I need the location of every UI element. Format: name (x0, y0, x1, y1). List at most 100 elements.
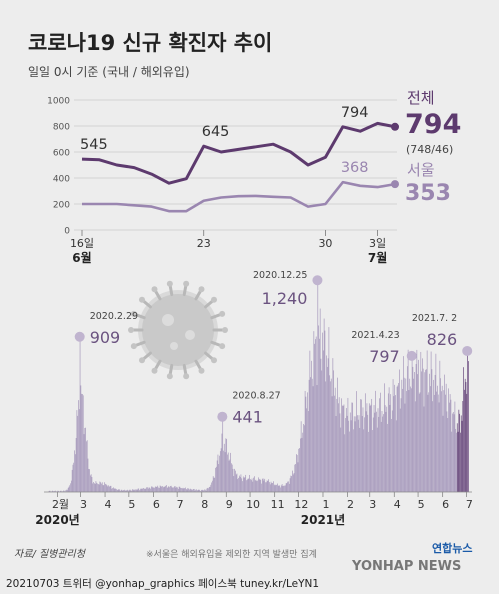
daily-bar (145, 488, 147, 492)
series-line-seoul (82, 180, 396, 213)
daily-bar (467, 350, 468, 492)
daily-bar (86, 440, 88, 492)
daily-bar (109, 485, 111, 492)
top-y-tick-label: 400 (53, 175, 70, 185)
daily-bar (462, 401, 464, 492)
daily-bar (135, 489, 136, 492)
daily-bar (333, 370, 334, 492)
daily-bar (322, 350, 324, 492)
daily-bar (167, 487, 169, 492)
daily-bar (406, 366, 408, 492)
daily-bar (161, 486, 163, 492)
daily-bar (265, 482, 266, 492)
daily-bar (448, 388, 449, 492)
daily-bar (212, 476, 214, 492)
daily-bar (74, 454, 76, 492)
daily-bar (172, 487, 174, 492)
daily-bar (247, 478, 249, 492)
daily-bar (254, 480, 256, 492)
daily-bar (456, 423, 458, 492)
daily-bar (127, 489, 128, 492)
daily-bar (288, 483, 290, 492)
daily-bar (267, 481, 269, 492)
daily-bar (237, 479, 239, 492)
daily-bar (169, 487, 170, 492)
daily-bar (399, 408, 401, 492)
daily-bar (82, 395, 84, 492)
top-chart-x-ticks: 16일 23 30 3일 6월 7월 (70, 230, 387, 265)
daily-bar (330, 381, 331, 492)
daily-bar (346, 415, 348, 492)
daily-bar (309, 350, 311, 492)
daily-bar (115, 488, 117, 492)
daily-bar (269, 484, 271, 492)
daily-bar (178, 486, 180, 492)
daily-bar (420, 351, 422, 492)
daily-bar (255, 479, 257, 492)
top-month-label: 6월 (72, 250, 91, 265)
daily-bar (141, 488, 143, 492)
daily-bar (63, 490, 65, 492)
daily-bar (181, 488, 183, 492)
daily-bar (424, 372, 426, 492)
daily-bar (104, 482, 105, 492)
daily-bar (345, 408, 347, 492)
daily-bar (128, 490, 130, 492)
legend-total-name: 전체 (407, 89, 435, 107)
daily-bar (403, 356, 404, 492)
daily-bar (278, 485, 280, 492)
daily-bar (429, 386, 431, 492)
daily-bar (201, 489, 203, 492)
daily-bar (447, 418, 449, 492)
daily-bar (387, 393, 389, 492)
daily-bar (236, 473, 238, 492)
daily-bar (371, 398, 373, 492)
daily-bar (197, 490, 199, 492)
daily-bar (96, 482, 98, 492)
daily-bar (187, 488, 189, 492)
bottom-year-label: 2021년 (301, 513, 345, 527)
daily-bar (196, 490, 198, 492)
daily-bar (385, 411, 387, 492)
daily-bar (294, 464, 296, 492)
daily-bar (426, 369, 427, 492)
daily-bar (416, 349, 418, 492)
daily-bar (220, 448, 222, 492)
daily-bar (332, 358, 334, 492)
daily-bar (307, 392, 308, 492)
bottom-month-label: 12 (294, 498, 308, 511)
daily-bar (227, 454, 228, 492)
daily-bar (124, 490, 126, 492)
daily-bar (372, 417, 374, 492)
daily-bar (362, 407, 364, 492)
top-chart-legend: 전체 794 (748/46) 서울 353 (405, 89, 461, 206)
daily-bar (415, 364, 417, 492)
daily-bar (425, 369, 426, 492)
legend-total-value: 794 (405, 109, 461, 140)
daily-bar (239, 476, 241, 492)
daily-bar (464, 389, 465, 492)
daily-bar (91, 477, 93, 492)
bottom-month-label: 6 (442, 498, 449, 511)
daily-bar (334, 387, 336, 492)
daily-bar (225, 438, 227, 492)
daily-bar (440, 378, 441, 492)
daily-bar (159, 485, 161, 492)
data-label-total-7: 645 (202, 124, 230, 140)
daily-bar (162, 486, 163, 492)
daily-bar (353, 416, 355, 492)
top-y-tick-label: 600 (53, 149, 70, 159)
daily-bar (200, 490, 201, 492)
daily-bar (325, 381, 327, 492)
daily-bar (298, 448, 300, 492)
daily-bar (109, 486, 110, 492)
virus-illustration (128, 280, 228, 380)
daily-bar (114, 488, 116, 492)
daily-bar (154, 486, 156, 492)
daily-bar (107, 486, 109, 492)
daily-bar (364, 417, 365, 492)
daily-bar (356, 391, 357, 492)
daily-bar (103, 485, 105, 492)
virus-spike-tip (211, 296, 218, 303)
daily-bar (123, 490, 124, 492)
